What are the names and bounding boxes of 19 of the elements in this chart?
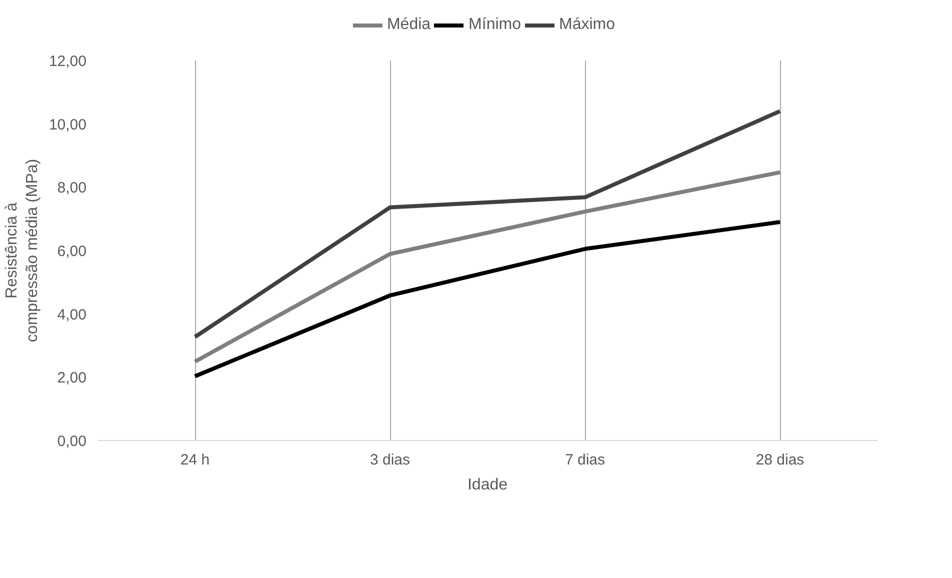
legend-label: Média [386,16,431,34]
x-tick-label: 28 dias [756,452,804,468]
x-axis-title: Idade [467,476,508,494]
y-tick-label: 8,00 [57,180,87,197]
y-tick-label: 0,00 [57,433,87,450]
y-tick-label: 12,00 [48,53,87,70]
line-series [193,220,782,378]
line-series [193,109,782,339]
y-tick-label: 2,00 [57,370,87,387]
line-series [193,170,782,364]
y-axis-title: Resistência à compressão média (MPa) [4,158,41,342]
legend-label: Mínimo [468,16,522,34]
y-tick-label: 6,00 [57,243,87,260]
y-tick-label: 10,00 [48,116,87,134]
legend-label: Máximo [559,16,616,34]
x-tick-label: 3 dias [370,452,410,468]
x-tick-label: 24 h [180,452,210,468]
x-tick-label: 7 dias [564,452,606,468]
y-tick-label: 4,00 [57,306,87,324]
